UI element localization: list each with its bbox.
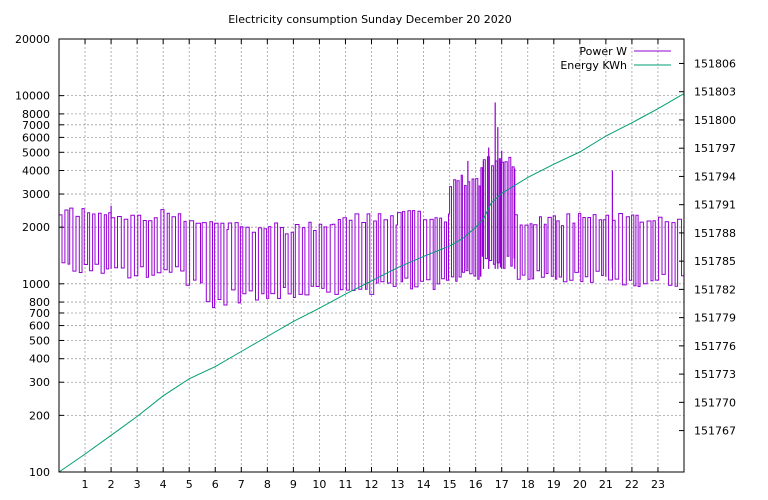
x-tick-label: 4 — [160, 478, 167, 491]
chart-title: Electricity consumption Sunday December … — [228, 13, 512, 26]
x-tick-label: 22 — [625, 478, 639, 491]
legend: Power W Energy KWh — [560, 45, 671, 72]
y2-tick-label: 151779 — [694, 312, 736, 325]
grid — [59, 39, 684, 472]
y-tick-label: 10000 — [15, 90, 50, 103]
y2-tick-label: 151767 — [694, 425, 736, 438]
x-tick-label: 19 — [547, 478, 561, 491]
x-tick-label: 1 — [82, 478, 89, 491]
y-tick-label: 1000 — [22, 278, 50, 291]
y-tick-label: 400 — [29, 353, 50, 366]
y2-tick-label: 151788 — [694, 227, 736, 240]
y-tick-label: 7000 — [22, 119, 50, 132]
x-tick-label: 11 — [338, 478, 352, 491]
x-tick-label: 15 — [443, 478, 457, 491]
y-tick-label: 2000 — [22, 221, 50, 234]
y-tick-label: 500 — [29, 334, 50, 347]
x-tick-label: 18 — [521, 478, 535, 491]
x-tick-label: 16 — [469, 478, 483, 491]
y-tick-label: 200 — [29, 409, 50, 422]
x-tick-label: 14 — [417, 478, 431, 491]
y2-tick-label: 151791 — [694, 199, 736, 212]
x-tick-label: 8 — [264, 478, 271, 491]
y2-tick-label: 151797 — [694, 142, 736, 155]
axes: 1 2 3 4 5 6 7 8 9 10 11 12 13 14 15 16 17 18 19 20 21 22 23100… — [15, 33, 736, 491]
legend-label-energy: Energy KWh — [560, 59, 627, 72]
x-tick-label: 12 — [365, 478, 379, 491]
y-tick-label: 100 — [29, 466, 50, 479]
y2-tick-label: 151776 — [694, 340, 736, 353]
x-tick-label: 13 — [391, 478, 405, 491]
series-area — [58, 93, 685, 473]
x-tick-label: 6 — [212, 478, 219, 491]
x-tick-label: 20 — [573, 478, 587, 491]
x-tick-label: 2 — [108, 478, 115, 491]
y2-tick-label: 151794 — [694, 170, 736, 183]
x-tick-label: 21 — [599, 478, 613, 491]
x-tick-label: 7 — [238, 478, 245, 491]
y-tick-label: 700 — [29, 307, 50, 320]
y2-tick-label: 151773 — [694, 368, 736, 381]
y-tick-label: 8000 — [22, 108, 50, 121]
x-tick-label: 5 — [186, 478, 193, 491]
y2-tick-label: 151785 — [694, 255, 736, 268]
x-tick-label: 3 — [134, 478, 141, 491]
y-tick-label: 4000 — [22, 165, 50, 178]
y2-tick-label: 151782 — [694, 283, 736, 296]
y-tick-label: 600 — [29, 320, 50, 333]
y-tick-label: 3000 — [22, 188, 50, 201]
series-line-energy — [58, 93, 685, 473]
x-tick-label: 10 — [312, 478, 326, 491]
y-tick-label: 5000 — [22, 146, 50, 159]
legend-label-power: Power W — [579, 45, 627, 58]
x-tick-label: 23 — [651, 478, 665, 491]
x-tick-label: 9 — [290, 478, 297, 491]
series-line-power — [59, 156, 684, 309]
y-tick-label: 20000 — [15, 33, 50, 46]
y-tick-label: 800 — [29, 296, 50, 309]
y-tick-label: 300 — [29, 376, 50, 389]
y-tick-label: 6000 — [22, 131, 50, 144]
x-tick-label: 17 — [495, 478, 509, 491]
y2-tick-label: 151806 — [694, 57, 736, 70]
y2-tick-label: 151770 — [694, 396, 736, 409]
y2-tick-label: 151800 — [694, 114, 736, 127]
y2-tick-label: 151803 — [694, 86, 736, 99]
